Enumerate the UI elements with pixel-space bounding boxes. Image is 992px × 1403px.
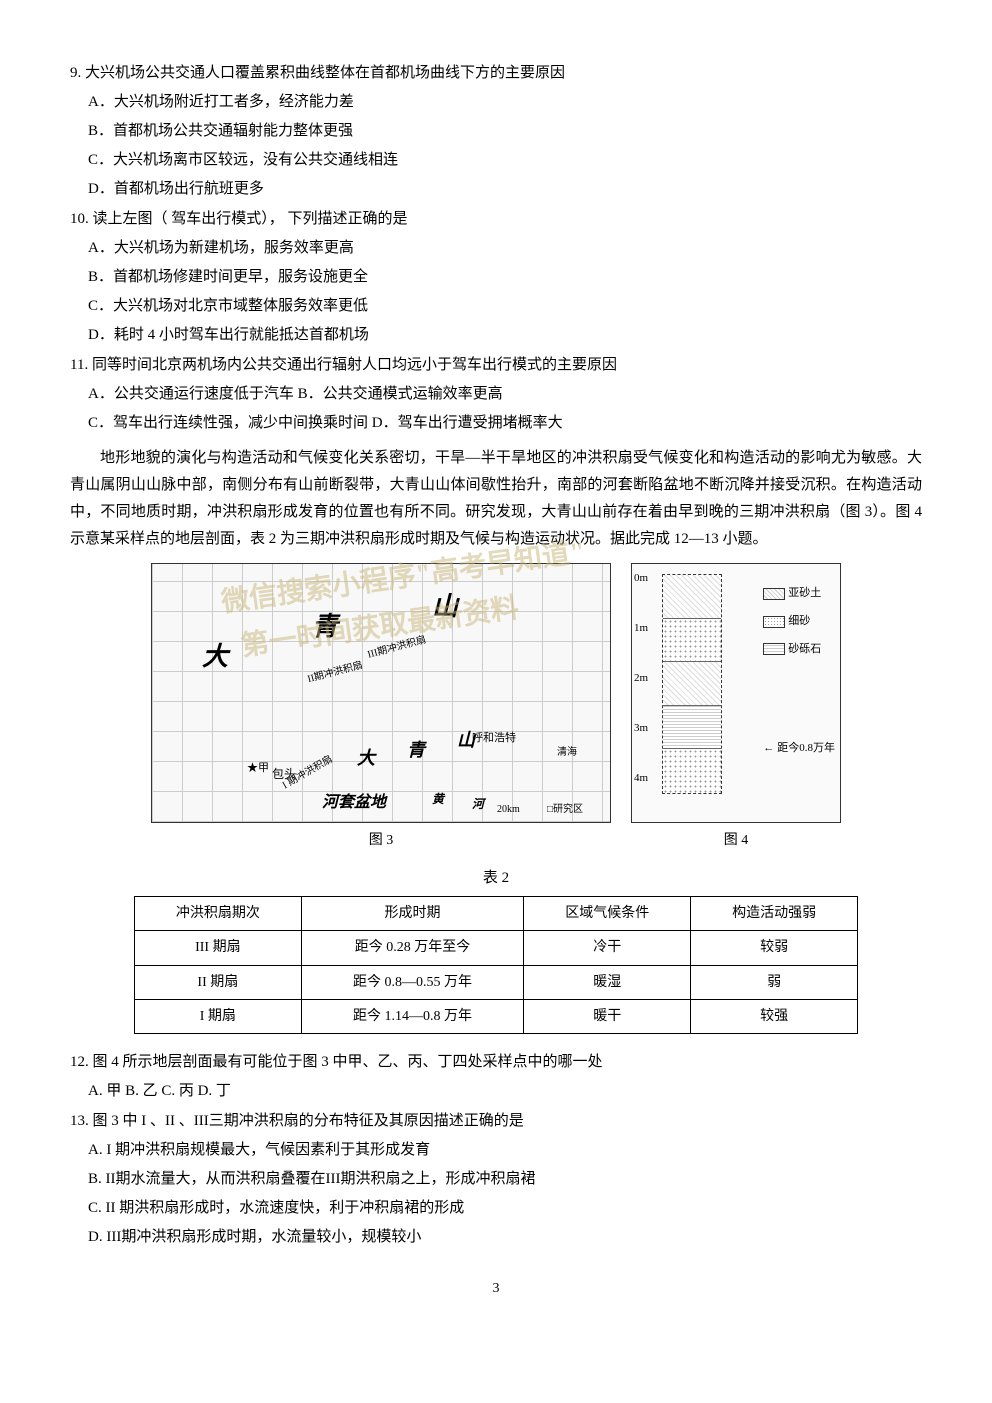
- cell: 弱: [691, 965, 858, 999]
- figure-4: 0m 1m 2m 3m 4m 亚砂土 细砂: [631, 563, 841, 853]
- question-10: 10. 读上左图（ 驾车出行模式）， 下列描述正确的是 A．大兴机场为新建机场，…: [70, 206, 922, 349]
- label-period2: II期冲洪积扇: [306, 657, 365, 689]
- swatch-xisha: [763, 616, 785, 628]
- cell: 距今 0.28 万年至今: [301, 931, 524, 965]
- cell: 暖湿: [524, 965, 691, 999]
- table-caption: 表 2: [70, 865, 922, 892]
- label-period3: III期冲洪积扇: [366, 632, 429, 665]
- map-image: 大 青 山 河套盆地 包头 呼和浩特 ★甲 20km □研究区 I 期冲洪积扇 …: [151, 563, 611, 823]
- q9-option-b: B．首都机场公共交通辐射能力整体更强: [70, 118, 922, 145]
- passage-text: 地形地貌的演化与构造活动和气候变化关系密切，干旱—半干旱地区的冲洪积扇受气候变化…: [70, 445, 922, 553]
- page-number: 3: [70, 1276, 922, 1301]
- profile-legend: 亚砂土 细砂 砂砾石 ← 距今0.8万年: [763, 584, 835, 767]
- legend-yasha-label: 亚砂土: [788, 584, 821, 604]
- swatch-yasha: [763, 588, 785, 600]
- layer-3: [663, 662, 721, 706]
- fig4-caption: 图 4: [631, 828, 841, 853]
- q9-text: 9. 大兴机场公共交通人口覆盖累积曲线整体在首都机场曲线下方的主要原因: [70, 60, 922, 87]
- map-labels: 大 青 山 河套盆地 包头 呼和浩特 ★甲 20km □研究区 I 期冲洪积扇 …: [152, 564, 610, 822]
- layer-1: [663, 575, 721, 619]
- fig3-caption: 图 3: [151, 828, 611, 853]
- layer-5: [663, 749, 721, 793]
- question-12: 12. 图 4 所示地层剖面最有可能位于图 3 中甲、乙、丙、丁四处采样点中的哪…: [70, 1049, 922, 1105]
- legend-shali-label: 砂砾石: [788, 640, 821, 660]
- depth-2: 2m: [634, 669, 648, 689]
- q11-option-cd: C．驾车出行连续性强，减少中间换乘时间 D．驾车出行遭受拥堵概率大: [70, 410, 922, 437]
- cell: 距今 0.8—0.55 万年: [301, 965, 524, 999]
- label-shan2: 山: [457, 724, 475, 756]
- label-da: 大: [202, 634, 228, 681]
- label-he: 河: [472, 794, 484, 816]
- legend-shali: 砂砾石: [763, 640, 835, 660]
- q10-text: 10. 读上左图（ 驾车出行模式）， 下列描述正确的是: [70, 206, 922, 233]
- label-qinghai: 清海: [557, 744, 577, 762]
- q13-text: 13. 图 3 中 I 、II 、III三期冲洪积扇的分布特征及其原因描述正确的…: [70, 1108, 922, 1135]
- cell: 较强: [691, 999, 858, 1033]
- figure-3: 大 青 山 河套盆地 包头 呼和浩特 ★甲 20km □研究区 I 期冲洪积扇 …: [151, 563, 611, 853]
- q12-options: A. 甲 B. 乙 C. 丙 D. 丁: [70, 1078, 922, 1105]
- q9-option-c: C．大兴机场离市区较远，没有公共交通线相连: [70, 147, 922, 174]
- swatch-shali: [763, 643, 785, 655]
- q12-text: 12. 图 4 所示地层剖面最有可能位于图 3 中甲、乙、丙、丁四处采样点中的哪…: [70, 1049, 922, 1076]
- th-1: 形成时期: [301, 897, 524, 931]
- q10-option-a: A．大兴机场为新建机场，服务效率更高: [70, 235, 922, 262]
- profile-image: 0m 1m 2m 3m 4m 亚砂土 细砂: [631, 563, 841, 823]
- question-13: 13. 图 3 中 I 、II 、III三期冲洪积扇的分布特征及其原因描述正确的…: [70, 1108, 922, 1251]
- label-qing2: 青: [407, 734, 425, 766]
- table-row: I 期扇 距今 1.14—0.8 万年 暖干 较强: [134, 999, 857, 1033]
- q11-option-ab: A．公共交通运行速度低于汽车 B．公共交通模式运输效率更高: [70, 381, 922, 408]
- q13-option-b: B. II期水流量大，从而洪积扇叠覆在III期洪积扇之上，形成冲积扇裙: [70, 1166, 922, 1193]
- cell: 冷干: [524, 931, 691, 965]
- q11-text: 11. 同等时间北京两机场内公共交通出行辐射人口均远小于驾车出行模式的主要原因: [70, 352, 922, 379]
- depth-3: 3m: [634, 719, 648, 739]
- cell: 暖干: [524, 999, 691, 1033]
- table-row: III 期扇 距今 0.28 万年至今 冷干 较弱: [134, 931, 857, 965]
- q9-option-d: D．首都机场出行航班更多: [70, 176, 922, 203]
- q13-option-c: C. II 期洪积扇形成时，水流速度快，利于冲积扇裙的形成: [70, 1195, 922, 1222]
- depth-0: 0m: [634, 569, 648, 589]
- data-table: 冲洪积扇期次 形成时期 区域气候条件 构造活动强弱 III 期扇 距今 0.28…: [134, 896, 858, 1034]
- th-0: 冲洪积扇期次: [134, 897, 301, 931]
- q10-option-d: D．耗时 4 小时驾车出行就能抵达首都机场: [70, 322, 922, 349]
- label-qing: 青: [312, 604, 338, 651]
- depth-4: 4m: [634, 769, 648, 789]
- label-jia: ★甲: [247, 759, 269, 779]
- cell: II 期扇: [134, 965, 301, 999]
- cell: 距今 1.14—0.8 万年: [301, 999, 524, 1033]
- profile-column: [662, 574, 722, 794]
- th-2: 区域气候条件: [524, 897, 691, 931]
- legend-yasha: 亚砂土: [763, 584, 835, 604]
- layer-4: [663, 706, 721, 750]
- label-scale: 20km: [497, 801, 520, 819]
- legend-time-label: 距今0.8万年: [777, 739, 835, 759]
- q13-option-d: D. III期冲洪积扇形成时期，水流量较小，规模较小: [70, 1224, 922, 1251]
- cell: 较弱: [691, 931, 858, 965]
- arrow-icon: ←: [763, 739, 774, 759]
- cell: III 期扇: [134, 931, 301, 965]
- label-research: □研究区: [547, 801, 583, 819]
- question-9: 9. 大兴机场公共交通人口覆盖累积曲线整体在首都机场曲线下方的主要原因 A．大兴…: [70, 60, 922, 203]
- q9-option-a: A．大兴机场附近打工者多，经济能力差: [70, 89, 922, 116]
- question-11: 11. 同等时间北京两机场内公共交通出行辐射人口均远小于驾车出行模式的主要原因 …: [70, 352, 922, 437]
- layer-2: [663, 619, 721, 663]
- figures-row: 微信搜索小程序"高考早知道" 第一时间获取最新资料 大 青 山 河套盆地 包头 …: [70, 563, 922, 853]
- th-3: 构造活动强弱: [691, 897, 858, 931]
- q10-option-c: C．大兴机场对北京市域整体服务效率更低: [70, 293, 922, 320]
- label-shan: 山: [432, 584, 458, 631]
- cell: I 期扇: [134, 999, 301, 1033]
- table-row: II 期扇 距今 0.8—0.55 万年 暖湿 弱: [134, 965, 857, 999]
- label-huang: 黄: [432, 789, 444, 811]
- depth-1: 1m: [634, 619, 648, 639]
- table-header-row: 冲洪积扇期次 形成时期 区域气候条件 构造活动强弱: [134, 897, 857, 931]
- q13-option-a: A. I 期冲洪积扇规模最大，气候因素利于其形成发育: [70, 1137, 922, 1164]
- label-hetao: 河套盆地: [322, 789, 386, 818]
- legend-xisha: 细砂: [763, 612, 835, 632]
- q10-option-b: B．首都机场修建时间更早，服务设施更全: [70, 264, 922, 291]
- legend-xisha-label: 细砂: [788, 612, 810, 632]
- label-da2: 大: [357, 742, 375, 774]
- legend-time: ← 距今0.8万年: [763, 739, 835, 759]
- label-huhe: 呼和浩特: [472, 729, 516, 749]
